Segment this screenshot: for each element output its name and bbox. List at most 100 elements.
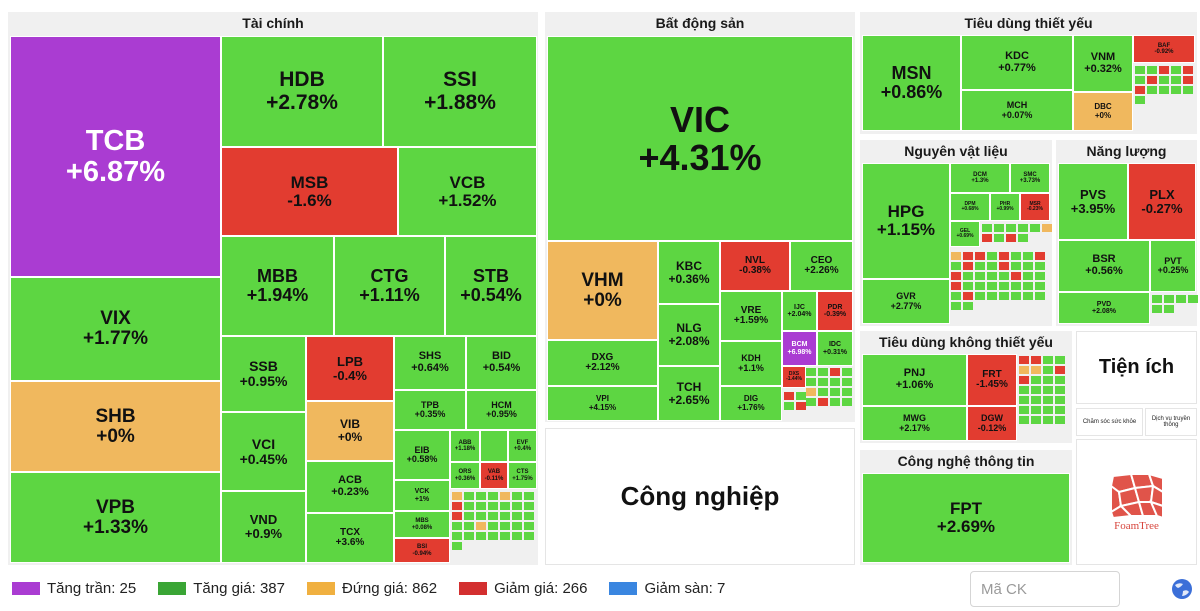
sector-healthcare-label: Chăm sóc sức khỏe xyxy=(1082,419,1137,425)
stock-symbol: EIB xyxy=(414,444,430,455)
stock-symbol: MBB xyxy=(257,266,298,287)
stock-tile-small[interactable] xyxy=(480,430,508,462)
stock-tile-msn[interactable]: MSN +0.86% xyxy=(862,35,961,131)
stock-change: +0.08% xyxy=(411,524,433,531)
stock-tile-vnd[interactable]: VND +0.9% xyxy=(221,491,306,563)
stock-tile-hcm[interactable]: HCM +0.95% xyxy=(466,390,537,430)
small-tiles xyxy=(982,224,1052,242)
legend-swatch xyxy=(609,581,638,595)
stock-tile-msb[interactable]: MSB -1.6% xyxy=(221,147,398,236)
globe-icon[interactable] xyxy=(1171,578,1193,600)
stock-tile-ceo[interactable]: CEO +2.26% xyxy=(790,241,853,291)
stock-symbol: NLG xyxy=(676,321,702,336)
stock-tile-ijc[interactable]: IJC +2.04% xyxy=(782,291,817,331)
stock-tile-bsr[interactable]: BSR +0.56% xyxy=(1058,240,1150,292)
stock-tile-mch[interactable]: MCH +0.07% xyxy=(961,90,1073,131)
foamtree-logo-icon xyxy=(1109,472,1164,518)
stock-tile-tch[interactable]: TCH +2.65% xyxy=(658,366,720,421)
stock-tile-ors[interactable]: ORS +0.36% xyxy=(450,462,480,489)
stock-tile-tcb[interactable]: TCB +6.87% xyxy=(10,36,221,277)
stock-change: +1.1% xyxy=(738,362,764,373)
stock-tile-tpb[interactable]: TPB +0.35% xyxy=(394,390,466,430)
stock-tile-gel[interactable]: GEL +0.69% xyxy=(950,221,980,247)
stock-tile-vnm[interactable]: VNM +0.32% xyxy=(1073,35,1133,92)
stock-symbol: NVL xyxy=(745,254,765,266)
stock-tile-vhm[interactable]: VHM +0% xyxy=(547,241,658,340)
stock-tile-vci[interactable]: VCI +0.45% xyxy=(221,412,306,491)
sector-title: Tiêu dùng không thiết yếu xyxy=(879,334,1053,350)
stock-code-search-input[interactable] xyxy=(970,571,1120,607)
small-tiles xyxy=(784,392,808,410)
stock-tile-cts[interactable]: CTS +1.75% xyxy=(508,462,537,489)
stock-tile-mwg[interactable]: MWG +2.17% xyxy=(862,406,967,441)
stock-tile-vab[interactable]: VAB -0.11% xyxy=(480,462,508,489)
stock-tile-gvr[interactable]: GVR +2.77% xyxy=(862,279,950,324)
sector-telecom[interactable]: Dịch vụ truyền thông xyxy=(1145,408,1197,436)
stock-tile-ssi[interactable]: SSI +1.88% xyxy=(383,36,537,147)
sector-healthcare[interactable]: Chăm sóc sức khỏe xyxy=(1076,408,1143,436)
stock-tile-dxs[interactable]: DXS -1.44% xyxy=(782,366,806,388)
stock-tile-pnj[interactable]: PNJ +1.06% xyxy=(862,354,967,406)
stock-tile-acb[interactable]: ACB +0.23% xyxy=(306,461,394,513)
stock-symbol: KDC xyxy=(1005,49,1029,62)
stock-tile-shs[interactable]: SHS +0.64% xyxy=(394,336,466,390)
stock-tile-stb[interactable]: STB +0.54% xyxy=(445,236,537,336)
stock-tile-vcb[interactable]: VCB +1.52% xyxy=(398,147,537,236)
stock-symbol: SMC xyxy=(1023,171,1037,178)
stock-tile-idc[interactable]: IDC +0.31% xyxy=(817,331,853,366)
stock-tile-lpb[interactable]: LPB -0.4% xyxy=(306,336,394,401)
stock-tile-kdh[interactable]: KDH +1.1% xyxy=(720,341,782,386)
stock-tile-pvs[interactable]: PVS +3.95% xyxy=(1058,163,1128,240)
stock-tile-dpm[interactable]: DPM +0.68% xyxy=(950,193,990,221)
stock-tile-eib[interactable]: EIB +0.58% xyxy=(394,430,450,480)
stock-tile-dig[interactable]: DIG +1.76% xyxy=(720,386,782,421)
stock-tile-tcx[interactable]: TCX +3.6% xyxy=(306,513,394,563)
stock-tile-vix[interactable]: VIX +1.77% xyxy=(10,277,221,381)
stock-tile-dbc[interactable]: DBC +0% xyxy=(1073,92,1133,131)
stock-tile-nvl[interactable]: NVL -0.38% xyxy=(720,241,790,291)
stock-tile-vpb[interactable]: VPB +1.33% xyxy=(10,472,221,563)
stock-tile-shb[interactable]: SHB +0% xyxy=(10,381,221,472)
stock-tile-nlg[interactable]: NLG +2.08% xyxy=(658,304,720,366)
stock-tile-mbs[interactable]: MBS +0.08% xyxy=(394,511,450,538)
sector-industrials[interactable]: Công nghiệp xyxy=(545,428,855,565)
stock-tile-pvt[interactable]: PVT +0.25% xyxy=(1150,240,1196,292)
stock-tile-fpt[interactable]: FPT +2.69% xyxy=(862,473,1070,563)
stock-tile-dcm[interactable]: DCM +1.3% xyxy=(950,163,1010,193)
stock-tile-vic[interactable]: VIC +4.31% xyxy=(547,36,853,241)
stock-tile-vpi[interactable]: VPI +4.15% xyxy=(547,386,658,421)
stock-tile-hdb[interactable]: HDB +2.78% xyxy=(221,36,383,147)
stock-tile-vck[interactable]: VCK +1% xyxy=(394,480,450,511)
stock-symbol: GEL xyxy=(959,227,971,234)
stock-tile-abb[interactable]: ABB +1.18% xyxy=(450,430,480,462)
stock-tile-bcm[interactable]: BCM +6.98% xyxy=(782,331,817,366)
stock-tile-evf[interactable]: EVF +0.4% xyxy=(508,430,537,462)
stock-tile-dxg[interactable]: DXG +2.12% xyxy=(547,340,658,386)
stock-tile-bid[interactable]: BID +0.54% xyxy=(466,336,537,390)
stock-tile-kdc[interactable]: KDC +0.77% xyxy=(961,35,1073,90)
stock-tile-kbc[interactable]: KBC +0.36% xyxy=(658,241,720,304)
stock-tile-vib[interactable]: VIB +0% xyxy=(306,401,394,461)
stock-tile-smc[interactable]: SMC +3.73% xyxy=(1010,163,1050,193)
stock-tile-ctg[interactable]: CTG +1.11% xyxy=(334,236,445,336)
stock-change: +0.07% xyxy=(1001,109,1033,120)
stock-change: +1.52% xyxy=(438,190,497,210)
stock-tile-pvd[interactable]: PVD +2.08% xyxy=(1058,292,1150,324)
stock-tile-frt[interactable]: FRT -1.45% xyxy=(967,354,1017,406)
stock-tile-ssb[interactable]: SSB +0.95% xyxy=(221,336,306,412)
stock-symbol: PVD xyxy=(1096,300,1112,308)
stock-change: +1% xyxy=(414,495,430,503)
stock-tile-pdr[interactable]: PDR -0.39% xyxy=(817,291,853,331)
stock-tile-mbb[interactable]: MBB +1.94% xyxy=(221,236,334,336)
stock-tile-vre[interactable]: VRE +1.59% xyxy=(720,291,782,341)
sector-utilities[interactable]: Tiện ích xyxy=(1076,331,1197,404)
stock-tile-baf[interactable]: BAF -0.92% xyxy=(1133,35,1195,63)
legend-swatch xyxy=(306,581,335,595)
stock-tile-dgw[interactable]: DGW -0.12% xyxy=(967,406,1017,441)
stock-tile-msr[interactable]: MSR -0.23% xyxy=(1020,193,1050,221)
stock-tile-phr[interactable]: PHR +0.99% xyxy=(990,193,1020,221)
stock-tile-bsi[interactable]: BSI -0.94% xyxy=(394,538,450,563)
stock-tile-plx[interactable]: PLX -0.27% xyxy=(1128,163,1196,240)
stock-tile-hpg[interactable]: HPG +1.15% xyxy=(862,163,950,279)
stock-change: +1.59% xyxy=(733,315,769,326)
